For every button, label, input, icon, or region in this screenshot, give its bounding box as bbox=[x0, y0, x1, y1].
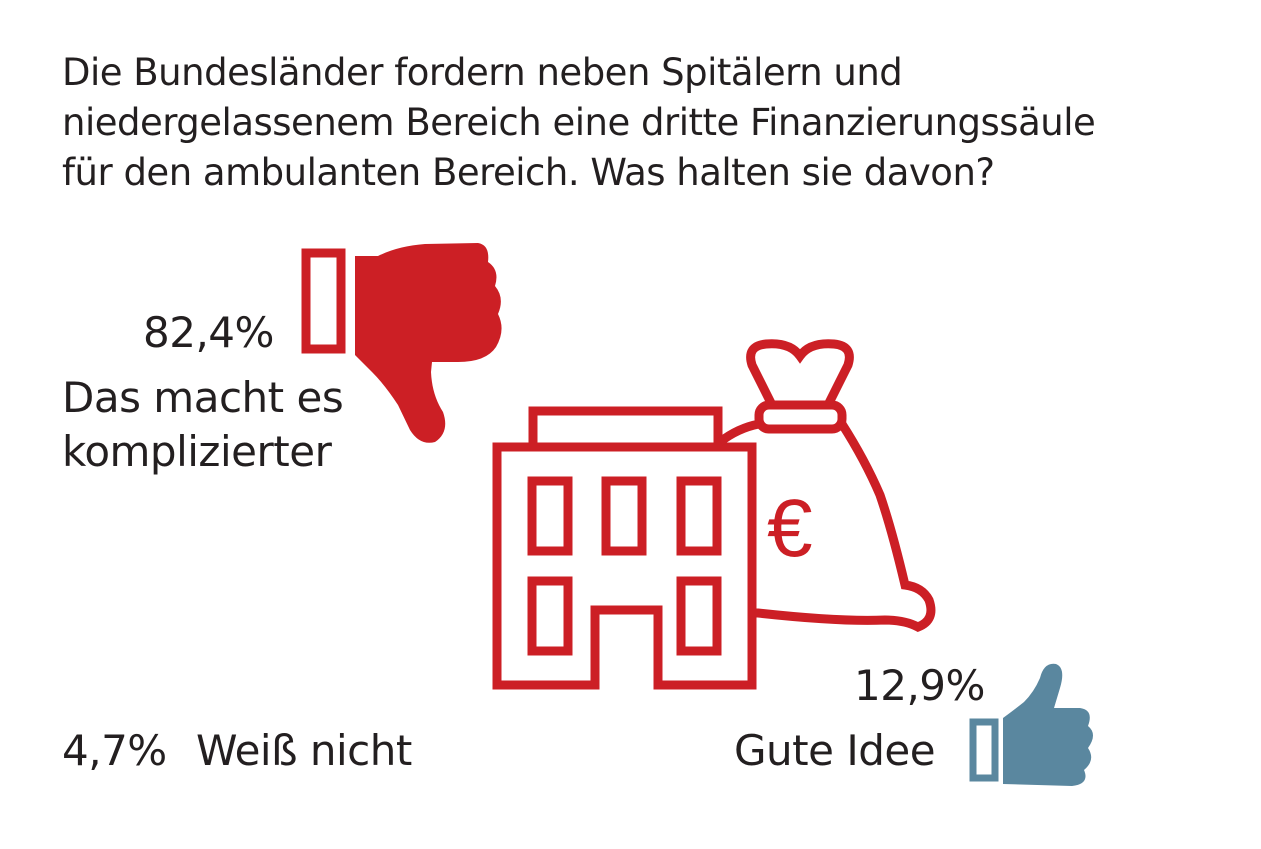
euro-symbol: € bbox=[767, 483, 813, 574]
value-label-negative: 82,4% bbox=[143, 308, 274, 357]
category-label-line: komplizierter bbox=[62, 427, 332, 476]
euro-money-bag-icon: € bbox=[717, 339, 936, 632]
thumbs-up-icon bbox=[969, 663, 1093, 786]
value-label-positive: 12,9% bbox=[854, 661, 985, 710]
value-label-unknown: 4,7% bbox=[62, 726, 167, 775]
title-line: Die Bundesländer fordern neben Spitälern… bbox=[62, 51, 903, 94]
thumbs-down-icon bbox=[301, 243, 502, 443]
title-line: niedergelassenem Bereich eine dritte Fin… bbox=[62, 101, 1096, 144]
hospital-building-icon bbox=[492, 406, 757, 690]
title-line: für den ambulanten Bereich. Was halten s… bbox=[62, 151, 995, 194]
chart-title: Die Bundesländer fordern neben Spitälern… bbox=[62, 48, 1162, 198]
category-label-line: Das macht es bbox=[62, 373, 344, 422]
category-label-unknown: Weiß nicht bbox=[196, 726, 412, 775]
category-label-negative: Das macht es komplizierter bbox=[62, 371, 344, 479]
category-label-positive: Gute Idee bbox=[734, 726, 936, 775]
